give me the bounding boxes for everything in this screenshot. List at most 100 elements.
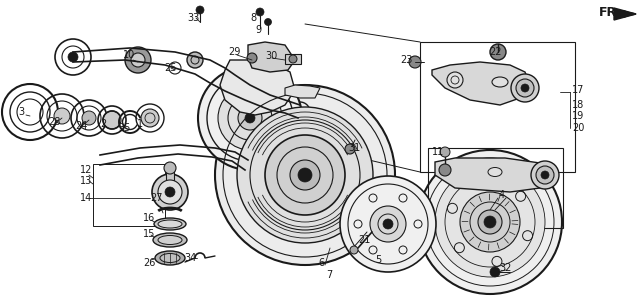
Circle shape (82, 111, 96, 125)
Circle shape (298, 168, 312, 182)
Circle shape (196, 6, 204, 14)
Ellipse shape (154, 218, 186, 230)
Text: FR.: FR. (599, 6, 622, 18)
Text: 31: 31 (348, 143, 360, 153)
Circle shape (418, 150, 562, 294)
Circle shape (103, 111, 121, 129)
Text: 16: 16 (143, 213, 156, 223)
Text: 19: 19 (572, 111, 584, 121)
Text: 29: 29 (228, 47, 241, 57)
Ellipse shape (488, 167, 502, 177)
Polygon shape (435, 158, 552, 192)
Text: 26: 26 (143, 258, 156, 268)
Circle shape (460, 192, 520, 252)
Ellipse shape (160, 253, 180, 263)
Text: 32: 32 (499, 263, 511, 273)
Circle shape (511, 74, 539, 102)
Circle shape (290, 160, 320, 190)
Text: 23: 23 (400, 55, 412, 65)
Text: 7: 7 (326, 270, 332, 280)
Polygon shape (285, 85, 320, 98)
Circle shape (531, 161, 559, 189)
Text: 17: 17 (572, 85, 584, 95)
Bar (93, 164, 165, 226)
Circle shape (521, 84, 529, 92)
Circle shape (541, 171, 549, 179)
Polygon shape (432, 62, 530, 105)
Ellipse shape (153, 233, 187, 247)
Circle shape (490, 44, 506, 60)
Text: 3: 3 (18, 107, 24, 117)
Bar (420, 42, 575, 172)
Circle shape (289, 55, 297, 63)
Circle shape (198, 66, 302, 170)
Circle shape (245, 113, 255, 123)
Circle shape (54, 108, 70, 124)
Text: 28: 28 (48, 117, 60, 127)
Text: 25: 25 (164, 63, 177, 73)
Circle shape (164, 162, 176, 174)
Circle shape (435, 167, 545, 277)
Circle shape (141, 109, 159, 127)
Text: 18: 18 (572, 100, 584, 110)
Text: 21: 21 (358, 235, 371, 245)
Circle shape (68, 52, 78, 62)
Circle shape (350, 246, 358, 254)
Text: 4: 4 (499, 190, 505, 200)
Text: 6: 6 (318, 258, 324, 268)
Circle shape (345, 144, 355, 154)
Circle shape (152, 174, 188, 210)
Circle shape (158, 180, 182, 204)
Bar (166, 170, 174, 192)
Polygon shape (614, 8, 636, 20)
Circle shape (125, 47, 151, 73)
Text: 35: 35 (118, 123, 131, 133)
Ellipse shape (158, 236, 182, 244)
Ellipse shape (158, 220, 182, 228)
Text: 9: 9 (255, 25, 261, 35)
Circle shape (237, 107, 373, 243)
Text: 11: 11 (432, 147, 444, 157)
Polygon shape (617, 10, 636, 18)
Text: 8: 8 (250, 13, 256, 23)
Circle shape (187, 52, 203, 68)
Circle shape (484, 216, 496, 228)
Circle shape (256, 8, 264, 16)
Text: 10: 10 (123, 50, 135, 60)
Text: 20: 20 (572, 123, 584, 133)
Circle shape (516, 79, 534, 97)
Circle shape (264, 18, 271, 25)
Text: 5: 5 (375, 255, 381, 265)
Circle shape (215, 85, 395, 265)
Circle shape (218, 86, 282, 150)
Polygon shape (220, 60, 295, 115)
Text: 1: 1 (137, 119, 143, 129)
Text: 22: 22 (489, 47, 502, 57)
Text: 13: 13 (80, 176, 92, 186)
Circle shape (536, 166, 554, 184)
Circle shape (131, 53, 145, 67)
Text: 27: 27 (150, 193, 163, 203)
Text: 15: 15 (143, 229, 156, 239)
Text: 14: 14 (80, 193, 92, 203)
Bar (428, 148, 563, 228)
Circle shape (440, 147, 450, 157)
Text: 34: 34 (184, 253, 196, 263)
Bar (285, 54, 301, 64)
Circle shape (370, 206, 406, 242)
Text: 24: 24 (75, 121, 88, 131)
Text: 2: 2 (100, 119, 106, 129)
Circle shape (439, 164, 451, 176)
Text: 30: 30 (265, 51, 277, 61)
Circle shape (238, 106, 262, 130)
Circle shape (490, 267, 500, 277)
Circle shape (340, 176, 436, 272)
Circle shape (247, 53, 257, 63)
Text: 12: 12 (80, 165, 92, 175)
Polygon shape (248, 42, 295, 72)
Circle shape (409, 56, 421, 68)
Circle shape (447, 72, 463, 88)
Circle shape (265, 135, 345, 215)
Circle shape (383, 219, 393, 229)
Ellipse shape (492, 77, 508, 87)
